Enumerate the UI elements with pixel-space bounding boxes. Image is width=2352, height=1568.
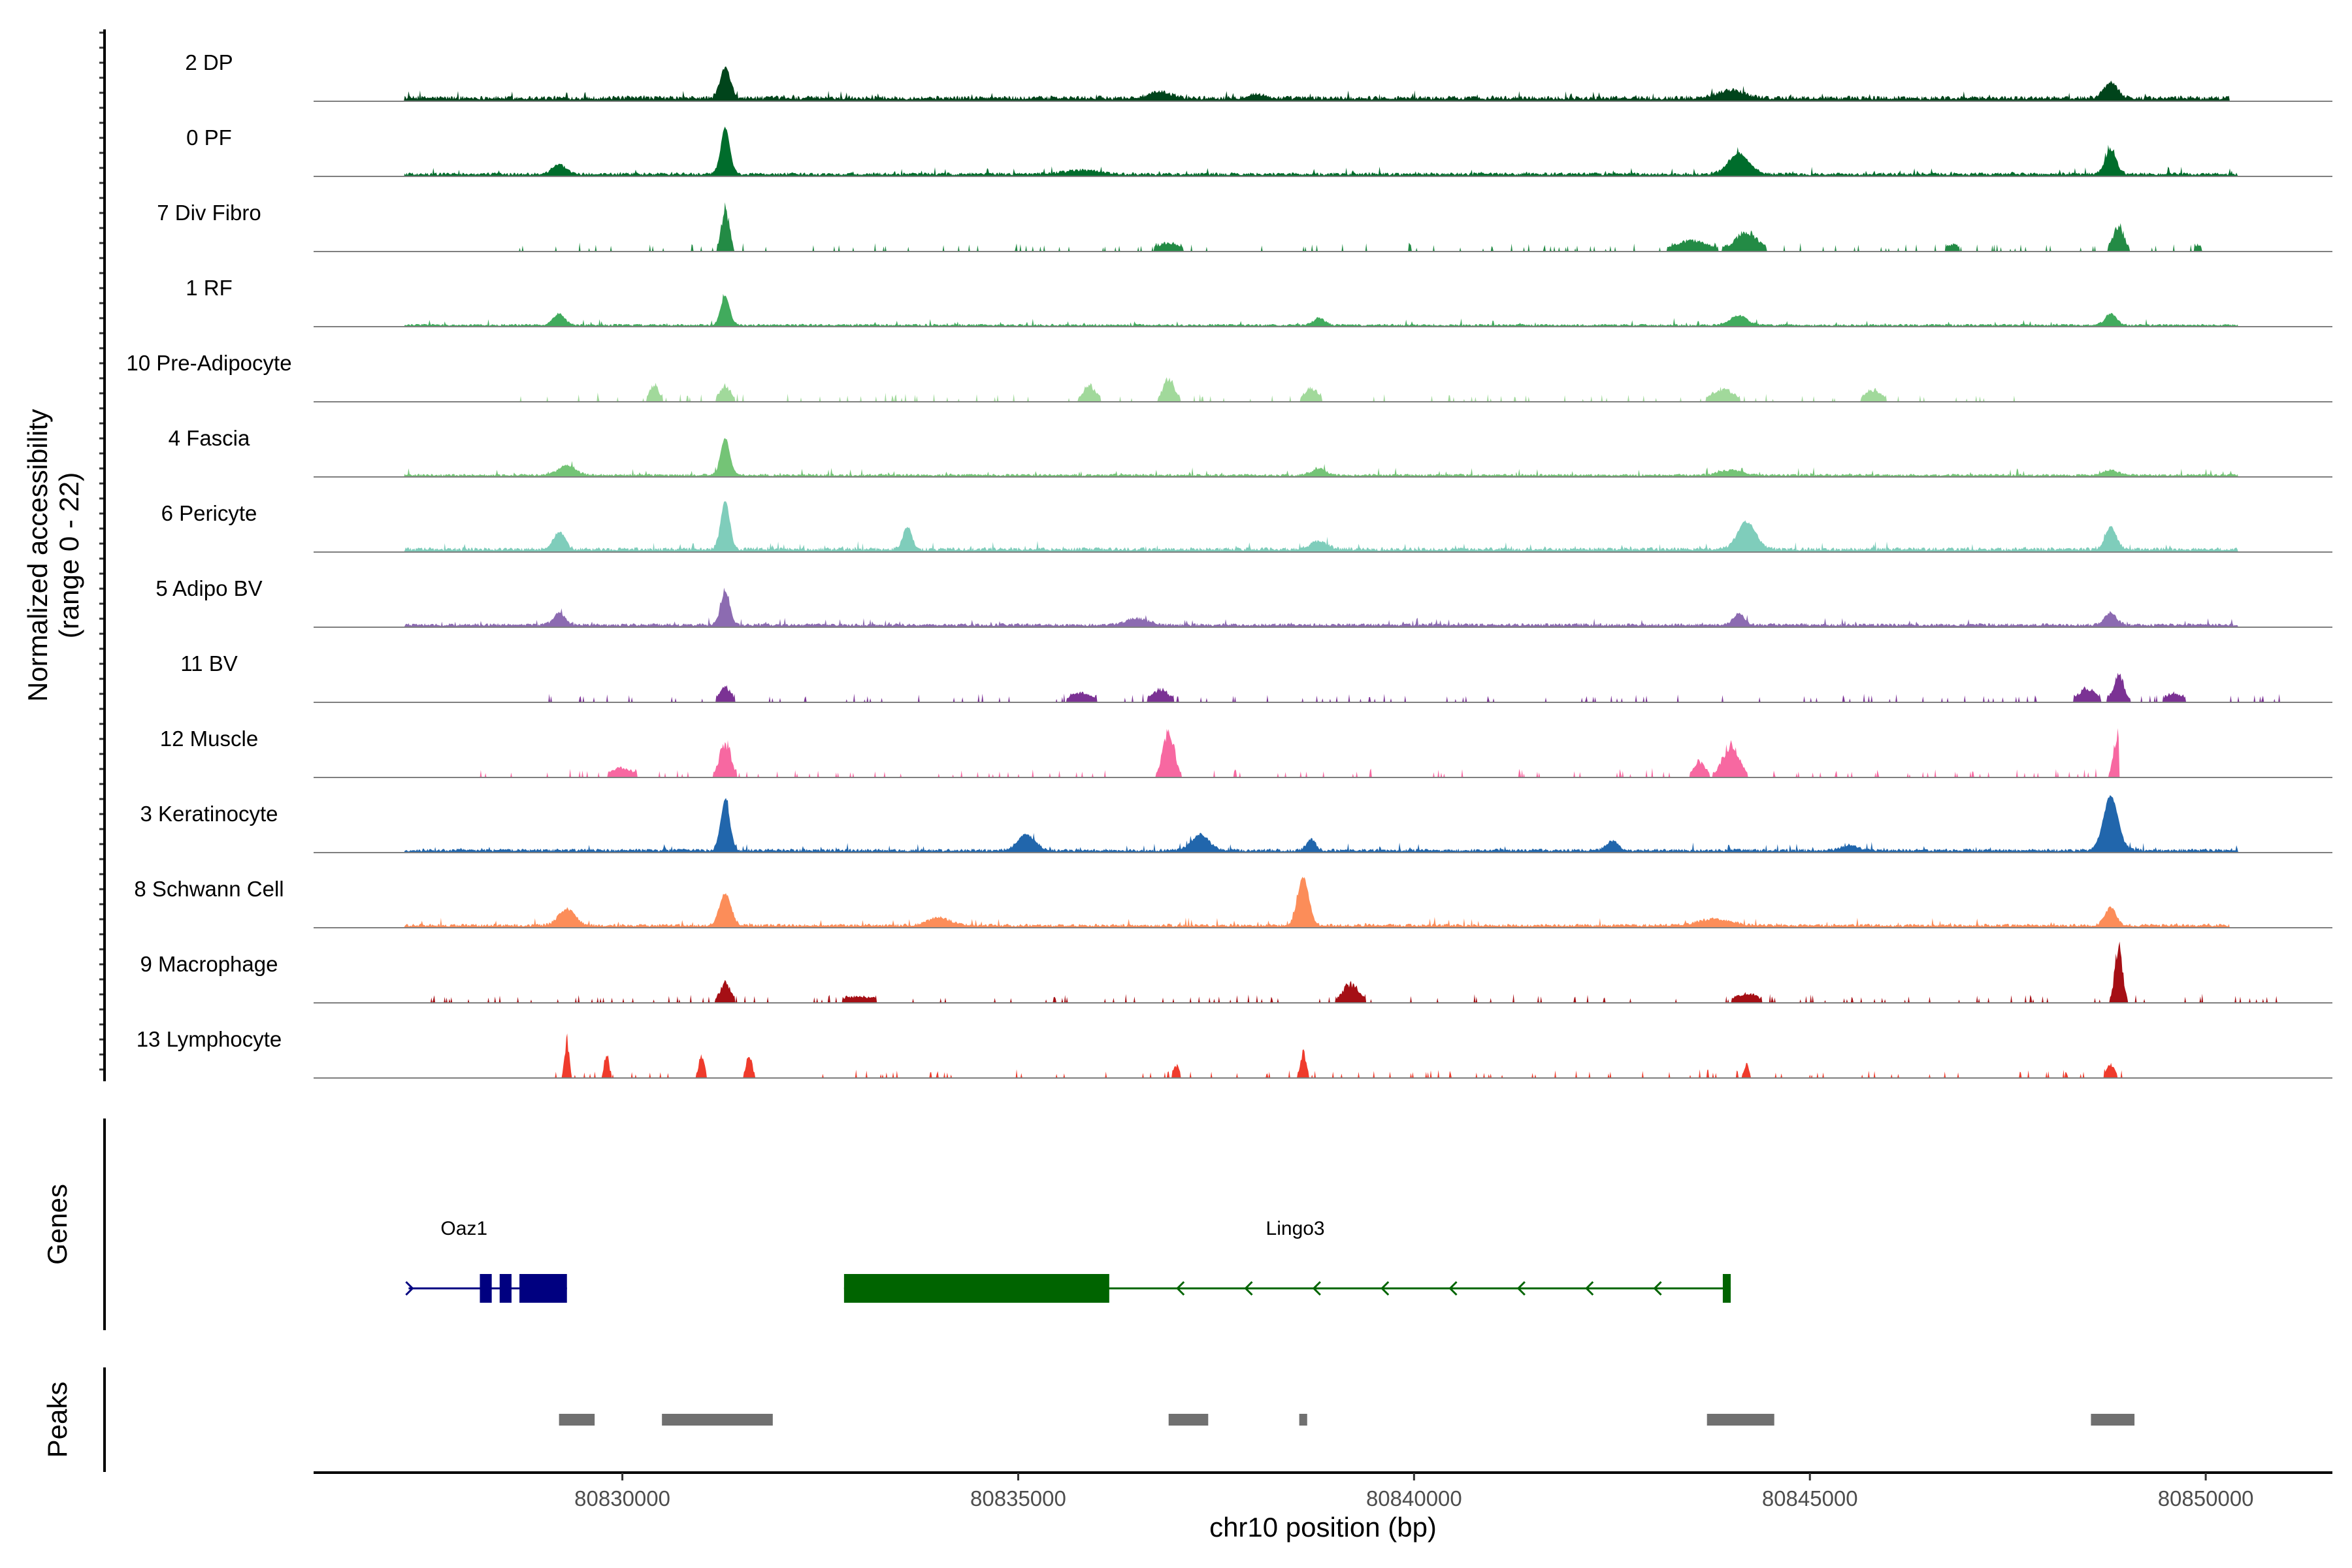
track-6-pericyte: 6 Pericyte	[161, 501, 2332, 553]
track-label: 1 RF	[186, 276, 233, 300]
coverage-area	[314, 877, 2332, 928]
track-label: 5 Adipo BV	[155, 576, 262, 600]
track-3-keratinocyte: 3 Keratinocyte	[140, 795, 2332, 853]
coverage-area	[314, 587, 2332, 627]
strand-chevron	[1448, 1281, 1458, 1296]
strand-chevron	[1244, 1281, 1253, 1296]
coverage-area	[314, 1033, 2332, 1078]
gene-oaz1: Oaz1	[405, 1218, 567, 1303]
coverage-area	[314, 941, 2332, 1003]
track-7-div-fibro: 7 Div Fibro	[157, 201, 2332, 252]
track-label: 7 Div Fibro	[157, 201, 261, 225]
gene-exon	[843, 1274, 1109, 1303]
track-5-adipo-bv: 5 Adipo BV	[155, 576, 2332, 628]
strand-chevron	[1312, 1281, 1321, 1296]
track-label: 10 Pre-Adipocyte	[126, 351, 291, 375]
track-4-fascia: 4 Fascia	[169, 426, 2332, 478]
coverage-area	[314, 438, 2332, 477]
strand-chevron	[1380, 1281, 1390, 1296]
genes-panel-label: Genes	[42, 1184, 73, 1265]
coverage-area	[314, 795, 2332, 853]
strand-chevron	[1653, 1281, 1662, 1296]
track-label: 2 DP	[185, 50, 233, 74]
gene-annotations: Oaz1 Lingo3	[405, 1218, 1731, 1303]
track-label: 3 Keratinocyte	[140, 802, 278, 826]
peak-regions	[559, 1414, 2135, 1426]
x-tick-label: 80830000	[574, 1486, 670, 1511]
track-label: 13 Lymphocyte	[137, 1027, 282, 1051]
track-label: 0 PF	[186, 125, 232, 150]
coverage-area	[314, 126, 2332, 176]
coverage-area	[314, 672, 2332, 702]
strand-chevron	[405, 1281, 414, 1296]
track-8-schwann-cell: 8 Schwann Cell	[134, 877, 2332, 928]
x-axis-ticks: 80830000 80835000 80840000 80845000 80850000	[574, 1473, 2254, 1511]
track-1-rf: 1 RF	[186, 276, 2332, 327]
track-10-pre-adipocyte: 10 Pre-Adipocyte	[126, 351, 2332, 402]
track-label: 4 Fascia	[169, 426, 250, 450]
gene-exon	[480, 1274, 492, 1303]
peak-region	[1168, 1414, 1209, 1426]
x-tick-label: 80850000	[2158, 1486, 2254, 1511]
coverage-tracks: 2 DP 0 PF 7 Div Fibro 1 RF 10 Pre-Adipocyte 4…	[126, 50, 2332, 1079]
peak-region	[1707, 1414, 1774, 1426]
coverage-area	[314, 728, 2332, 777]
track-9-macrophage: 9 Macrophage	[140, 941, 2332, 1004]
strand-chevron	[1585, 1281, 1594, 1296]
track-label: 11 BV	[180, 651, 237, 676]
coverage-area	[314, 202, 2332, 252]
peak-region	[1299, 1414, 1307, 1426]
gene-exon	[519, 1274, 567, 1303]
track-0-pf: 0 PF	[186, 125, 2332, 177]
gene-exon	[499, 1274, 512, 1303]
track-13-lymphocyte: 13 Lymphocyte	[137, 1027, 2332, 1079]
x-tick-label: 80835000	[970, 1486, 1066, 1511]
peak-region	[662, 1414, 773, 1426]
peak-region	[2091, 1414, 2135, 1426]
peaks-panel-label: Peaks	[42, 1382, 73, 1458]
x-tick-label: 80840000	[1366, 1486, 1462, 1511]
track-2-dp: 2 DP	[185, 50, 2332, 102]
coverage-area	[314, 377, 2332, 402]
x-tick-label: 80845000	[1762, 1486, 1858, 1511]
strand-chevron	[1176, 1281, 1185, 1296]
x-axis-title: chr10 position (bp)	[1209, 1512, 1437, 1543]
gene-exon	[1722, 1274, 1731, 1303]
strand-chevron	[1516, 1281, 1526, 1296]
track-label: 9 Macrophage	[140, 952, 278, 976]
coverage-area	[314, 293, 2332, 327]
gene-lingo3: Lingo3	[843, 1218, 1731, 1303]
gene-label: Lingo3	[1266, 1218, 1325, 1239]
track-label: 12 Muscle	[160, 727, 258, 751]
coverage-area	[314, 501, 2332, 552]
coverage-area	[314, 66, 2332, 101]
y-axis-title: Normalized accessibility	[22, 409, 53, 702]
track-11-bv: 11 BV	[180, 651, 2332, 703]
y-axis-range: (range 0 - 22)	[54, 472, 84, 638]
gene-label: Oaz1	[440, 1218, 487, 1239]
track-label: 6 Pericyte	[161, 501, 257, 525]
track-label: 8 Schwann Cell	[134, 877, 284, 901]
peak-region	[559, 1414, 595, 1426]
track-12-muscle: 12 Muscle	[160, 727, 2332, 778]
